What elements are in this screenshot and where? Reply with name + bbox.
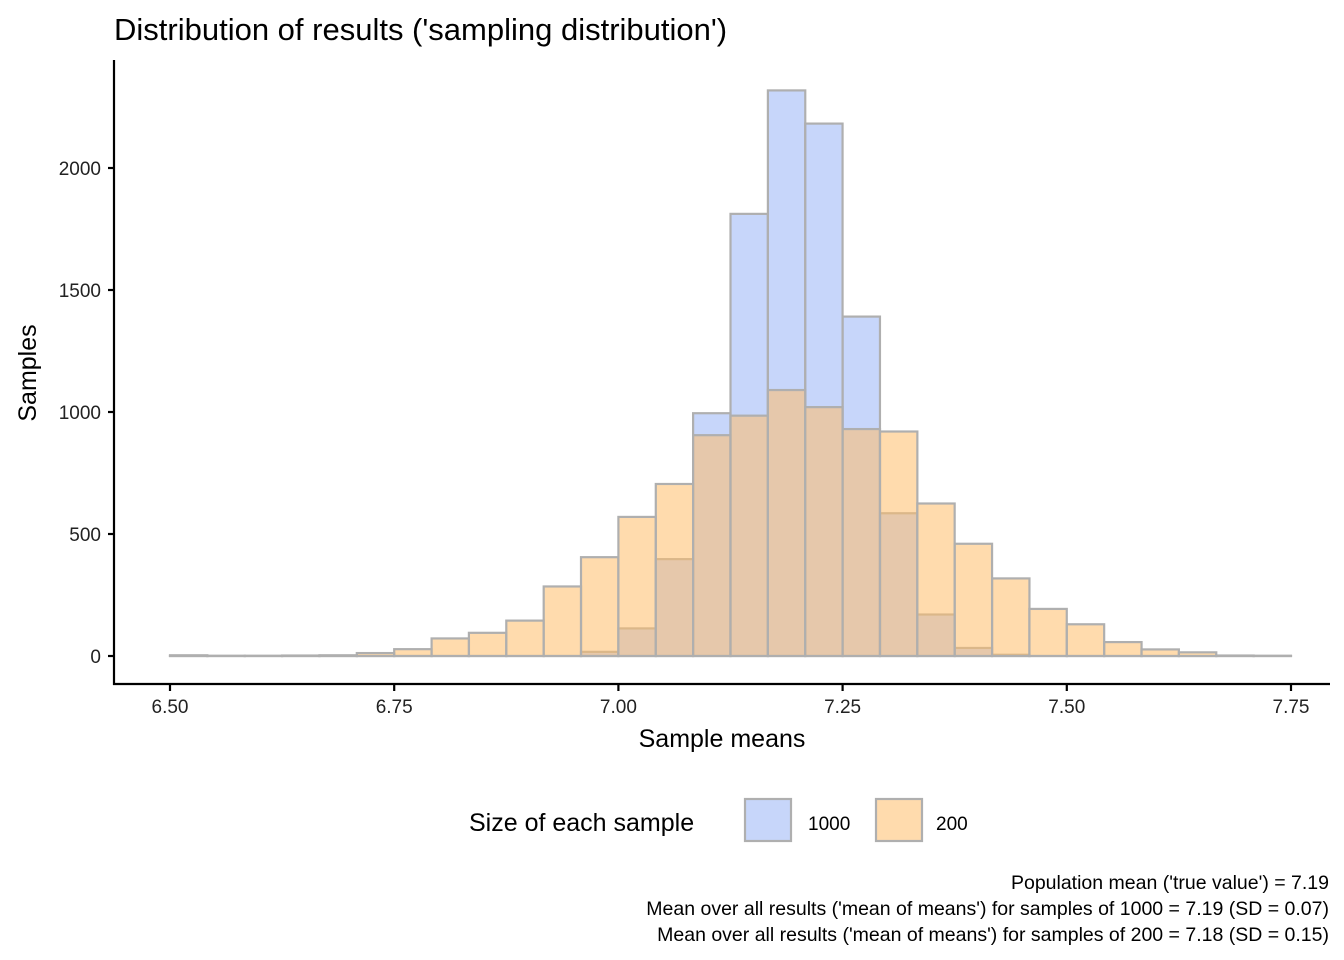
bar-200-22 — [990, 577, 1031, 658]
x-tick-label: 7.75 — [1273, 697, 1310, 718]
y-tick-label: 1000 — [59, 403, 101, 424]
legend-swatch-1000 — [743, 797, 793, 843]
bar-200-21 — [953, 542, 994, 658]
y-tick-label: 1500 — [59, 281, 101, 302]
y-tick-label: 2000 — [59, 159, 101, 180]
y-tick-label: 0 — [90, 647, 101, 668]
bar-200-27 — [1177, 651, 1218, 658]
x-axis-title: Sample means — [639, 725, 806, 753]
bar-200-18 — [841, 427, 882, 658]
bar-200-8 — [467, 631, 508, 658]
bar-200-23 — [1028, 607, 1068, 658]
bar-200-4 — [318, 654, 358, 658]
legend-label-200: 200 — [936, 814, 968, 835]
bar-200-6 — [393, 648, 433, 658]
caption: Population mean ('true value') = 7.19 Me… — [646, 872, 1329, 946]
bar-200-20 — [916, 502, 956, 658]
bar-200-7 — [430, 637, 471, 658]
bar-200-17 — [804, 406, 844, 658]
bar-200-16 — [766, 388, 807, 658]
bars-layer — [168, 89, 1293, 658]
x-tick-label: 7.00 — [600, 697, 637, 718]
x-axis-ticks: 6.50 6.75 7.00 7.25 7.50 7.75 — [152, 684, 1310, 718]
bar-200-14 — [692, 434, 732, 658]
bar-200-13 — [654, 482, 695, 658]
chart-title: Distribution of results ('sampling distr… — [114, 12, 727, 47]
bar-200-25 — [1103, 640, 1143, 658]
bar-200-12 — [617, 515, 657, 658]
bar-200-19 — [878, 430, 919, 658]
bar-200-15 — [729, 414, 769, 658]
bar-200-24 — [1065, 623, 1106, 658]
legend: Size of each sample 1000 200 — [469, 797, 968, 843]
bar-200-11 — [579, 556, 620, 658]
x-tick-label: 7.50 — [1048, 697, 1085, 718]
series-200 — [168, 388, 1293, 658]
y-axis-title: Samples — [14, 324, 42, 421]
caption-line-1: Population mean ('true value') = 7.19 — [1011, 872, 1329, 894]
bar-200-5 — [355, 651, 396, 658]
bar-200-26 — [1140, 648, 1180, 658]
x-tick-label: 7.25 — [824, 697, 861, 718]
legend-label-1000: 1000 — [808, 814, 850, 835]
bar-200-0 — [168, 654, 209, 658]
y-axis-ticks: 0 500 1000 1500 2000 — [59, 159, 114, 668]
caption-line-3: Mean over all results ('mean of means') … — [657, 924, 1329, 946]
caption-line-2: Mean over all results ('mean of means') … — [646, 898, 1329, 920]
bar-200-9 — [505, 619, 545, 658]
legend-swatch-200 — [874, 797, 924, 843]
x-tick-label: 6.50 — [152, 697, 189, 718]
bar-200-10 — [542, 585, 583, 658]
y-tick-label: 500 — [69, 525, 101, 546]
legend-title: Size of each sample — [469, 809, 694, 837]
x-tick-label: 6.75 — [376, 697, 413, 718]
